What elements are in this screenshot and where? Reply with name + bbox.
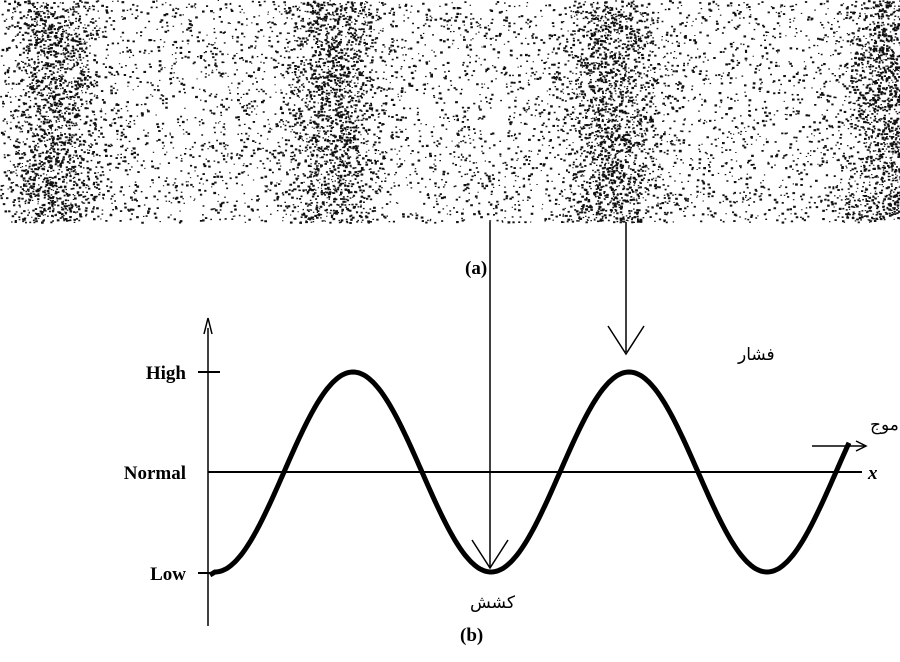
axis-arrow <box>203 317 213 335</box>
y-label: Low <box>150 564 186 585</box>
compression-pattern <box>0 0 900 224</box>
y-label: Normal <box>124 463 186 484</box>
panel-label: (b) <box>460 625 483 646</box>
annotation: کشش <box>470 593 516 613</box>
y-label: High <box>146 363 187 384</box>
pressure-wave <box>208 369 852 578</box>
panel-label: (a) <box>465 258 487 279</box>
arrowhead <box>471 539 509 570</box>
x-label: x <box>867 463 878 484</box>
arrowhead <box>855 440 868 452</box>
arrowhead <box>607 325 645 356</box>
annotation: راستای موج <box>870 415 900 435</box>
annotation: فشار <box>737 345 775 365</box>
